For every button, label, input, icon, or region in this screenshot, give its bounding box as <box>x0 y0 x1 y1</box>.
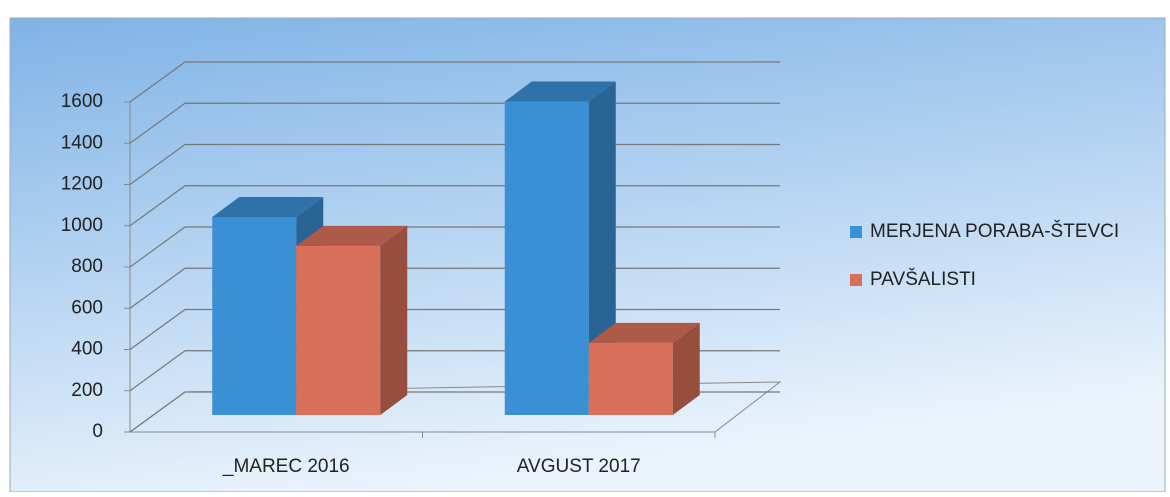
bar-front <box>504 101 589 415</box>
bar-top <box>212 197 324 217</box>
y-tick-label: 600 <box>71 297 103 318</box>
y-tick-label: 1200 <box>61 174 103 195</box>
grid-line <box>129 61 780 103</box>
bar-side <box>380 225 408 415</box>
legend-swatch <box>850 274 862 286</box>
legend-label: PAVŠALISTI <box>870 268 976 290</box>
bar-top <box>296 225 408 246</box>
legend-swatch <box>850 226 862 238</box>
bar-front <box>212 217 297 415</box>
y-tick-label: 1600 <box>61 91 103 112</box>
bar-top <box>588 322 700 343</box>
bar <box>588 322 700 415</box>
legend-label: MERJENA PORABA-ŠTEVCI <box>870 220 1119 242</box>
x-tick-label: _MAREC 2016 <box>222 456 350 477</box>
y-tick-label: 1400 <box>61 132 103 153</box>
x-tick-label: AVGUST 2017 <box>517 456 641 477</box>
bar-front <box>588 342 673 415</box>
bar <box>504 81 616 415</box>
y-tick-label: 800 <box>71 256 103 277</box>
y-tick-label: 0 <box>92 421 103 442</box>
bar-top <box>504 81 616 102</box>
y-tick-label: 1000 <box>61 215 103 236</box>
y-tick-label: 400 <box>71 339 103 360</box>
bar-front <box>296 245 381 415</box>
bar <box>296 225 408 415</box>
bar-side <box>672 322 700 415</box>
y-tick-label: 200 <box>71 380 103 401</box>
